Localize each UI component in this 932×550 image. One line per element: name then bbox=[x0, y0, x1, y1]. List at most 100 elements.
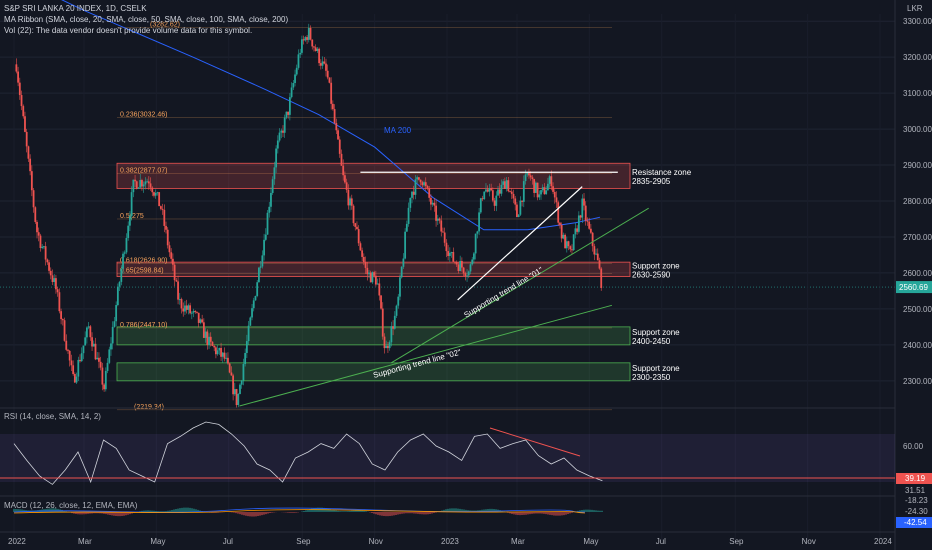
candle-body bbox=[18, 82, 21, 96]
candle-body bbox=[190, 312, 193, 314]
drawn-lines bbox=[239, 171, 649, 407]
candle-body bbox=[256, 282, 259, 296]
candle-body bbox=[302, 39, 305, 41]
candle-body bbox=[32, 190, 35, 208]
candle-body bbox=[67, 349, 69, 351]
time-tick-label: May bbox=[583, 537, 598, 546]
candle-body bbox=[586, 220, 589, 222]
candle-body bbox=[357, 229, 360, 244]
candle-body bbox=[481, 198, 484, 200]
candle-body bbox=[436, 218, 439, 221]
macd-last-value-c: -42.54 bbox=[904, 518, 927, 527]
candle-body bbox=[442, 231, 444, 233]
candle-body bbox=[428, 188, 431, 198]
candle-body bbox=[211, 341, 214, 347]
candle-body bbox=[44, 246, 47, 260]
candle-body bbox=[567, 241, 570, 247]
candle-body bbox=[51, 275, 54, 282]
candle-body bbox=[22, 106, 25, 117]
candle-body bbox=[271, 179, 274, 193]
candle-body bbox=[48, 262, 50, 271]
candle-body bbox=[440, 220, 443, 232]
candle-body bbox=[292, 82, 295, 88]
candle-body bbox=[216, 350, 219, 355]
candle-body bbox=[149, 183, 152, 188]
price-tick-label: 2300.00 bbox=[903, 377, 932, 386]
candle-body bbox=[280, 130, 283, 133]
candle-body bbox=[273, 167, 276, 180]
candle-body bbox=[208, 336, 210, 346]
candle-body bbox=[91, 337, 93, 347]
candle-body bbox=[543, 187, 546, 195]
candle-body bbox=[225, 357, 228, 359]
candle-body bbox=[426, 185, 429, 189]
candle-body bbox=[321, 61, 324, 66]
candle-body bbox=[342, 165, 345, 176]
candle-body bbox=[247, 325, 250, 342]
candle-body bbox=[15, 64, 18, 72]
candle-body bbox=[407, 207, 410, 224]
candle-body bbox=[419, 179, 422, 183]
candle-body bbox=[600, 268, 603, 288]
candle-body bbox=[466, 275, 468, 277]
price-tick-label: 2700.00 bbox=[903, 233, 932, 242]
candle-body bbox=[63, 320, 66, 341]
candle-body bbox=[455, 262, 458, 265]
candle-body bbox=[294, 74, 296, 83]
candle-body bbox=[368, 272, 370, 275]
candle-body bbox=[431, 202, 434, 205]
candle-body bbox=[412, 191, 415, 195]
candle-body bbox=[536, 182, 539, 198]
candle-body bbox=[184, 305, 186, 312]
candle-body bbox=[151, 187, 154, 193]
candle-body bbox=[182, 308, 185, 312]
candle-body bbox=[423, 182, 425, 186]
rsi-last-value-b: 31.51 bbox=[905, 486, 926, 495]
macd-last-value-a: -18.23 bbox=[905, 496, 928, 505]
candle-body bbox=[282, 130, 284, 133]
candle-body bbox=[206, 331, 209, 346]
candle-body bbox=[204, 331, 207, 338]
candle-body bbox=[319, 63, 322, 66]
ma-ribbon-legend: MA Ribbon (SMA, close, 20, SMA, close, 5… bbox=[4, 15, 289, 24]
candle-body bbox=[213, 346, 216, 348]
candle-body bbox=[223, 352, 226, 359]
candle-body bbox=[325, 63, 327, 71]
candle-body bbox=[187, 305, 190, 310]
candle-body bbox=[593, 246, 596, 255]
candle-body bbox=[374, 275, 377, 285]
candle-body bbox=[252, 300, 255, 309]
candle-body bbox=[417, 177, 420, 180]
candle-body bbox=[354, 223, 357, 227]
candle-body bbox=[144, 181, 147, 185]
candle-body bbox=[390, 326, 393, 343]
candle-body bbox=[435, 205, 437, 221]
trend-line bbox=[390, 207, 649, 364]
candle-body bbox=[569, 246, 572, 250]
fib-levels: 0.236(3032.46) 0.382(2877.07) 0.5(275 0.618… bbox=[117, 21, 612, 411]
candle-body bbox=[318, 48, 321, 64]
candle-body bbox=[261, 255, 264, 267]
candle-body bbox=[55, 278, 57, 290]
candle-body bbox=[60, 311, 62, 320]
candle-body bbox=[402, 258, 405, 267]
ma200-layer bbox=[61, 0, 601, 231]
candle-body bbox=[483, 191, 486, 199]
candle-body bbox=[123, 252, 126, 254]
candle-body bbox=[103, 384, 105, 390]
candle-body bbox=[242, 364, 245, 381]
candle-body bbox=[361, 250, 364, 257]
time-tick-label: Nov bbox=[369, 537, 383, 546]
candle-body bbox=[82, 345, 85, 354]
candle-body bbox=[529, 175, 532, 178]
candle-body bbox=[244, 352, 247, 365]
candle-body bbox=[258, 267, 260, 283]
candle-body bbox=[177, 281, 179, 300]
zone-range: 2630-2590 bbox=[632, 270, 671, 279]
candle-body bbox=[359, 243, 362, 251]
candle-body bbox=[141, 180, 143, 187]
zone-range: 2835-2905 bbox=[632, 177, 671, 186]
candle-body bbox=[178, 299, 181, 301]
candle-body bbox=[202, 322, 205, 338]
